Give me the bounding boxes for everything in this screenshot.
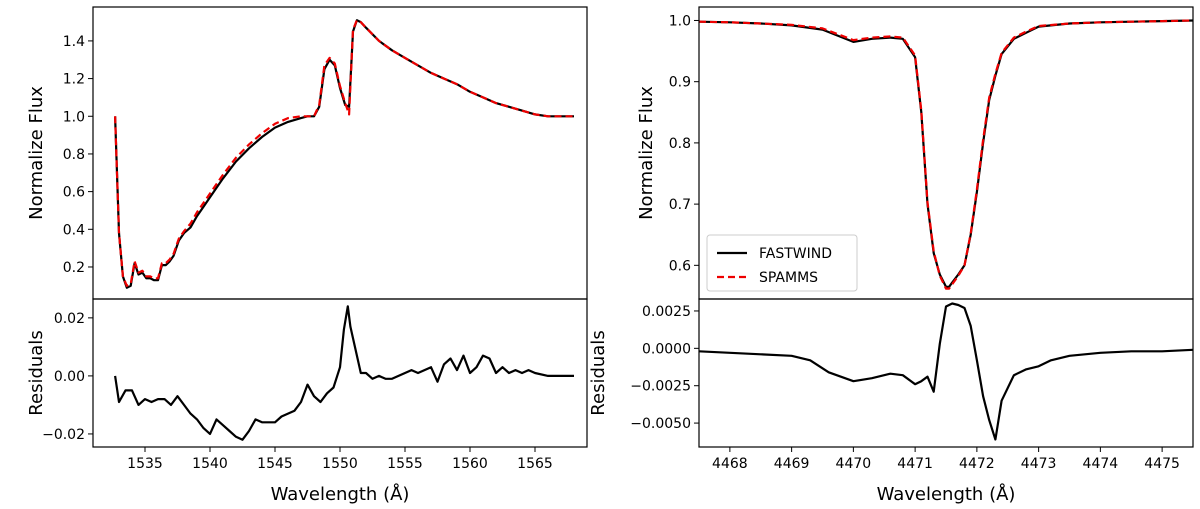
left-main-ytick-label: 0.6 bbox=[63, 185, 85, 201]
right-resid-xtick-label: 4474 bbox=[1083, 456, 1119, 472]
right-resid-xtick-label: 4468 bbox=[712, 456, 748, 472]
right-resid-xtick-label: 4473 bbox=[1021, 456, 1057, 472]
left-resid-xtick-label: 1555 bbox=[387, 456, 423, 472]
right-resid-xtick-label: 4469 bbox=[774, 456, 810, 472]
left-main-ytick-label: 0.8 bbox=[63, 147, 85, 163]
right-main-ytick-label: 0.6 bbox=[669, 258, 691, 274]
right-main-ytick-label: 0.7 bbox=[669, 197, 691, 213]
left-resid-xtick-label: 1550 bbox=[322, 456, 358, 472]
right-resid-panel: −0.0050 −0.0025 0.0000 0.0025 4468 4469 4470 44… bbox=[588, 298, 1194, 505]
left-resid-ytick-label: 0.00 bbox=[54, 369, 85, 385]
right-main-line-spamms bbox=[699, 19, 1193, 290]
left-main-ytick-label: 1.0 bbox=[63, 109, 85, 125]
legend-label-spamms: SPAMMS bbox=[759, 270, 818, 286]
left-main-ytick-label: 1.2 bbox=[63, 72, 85, 88]
left-resid-ylabel: Residuals bbox=[26, 330, 47, 415]
right-main-series-group bbox=[699, 19, 1193, 290]
left-resid-xtick-label: 1545 bbox=[257, 456, 293, 472]
right-main-ytick-label: 0.8 bbox=[669, 136, 691, 152]
left-main-ylabel: Normalize Flux bbox=[26, 86, 47, 220]
left-resid-panel: −0.02 0.00 0.02 1535 1540 1545 1550 1555 1560 156… bbox=[26, 298, 588, 505]
left-main-ytick-label: 0.4 bbox=[63, 222, 85, 238]
left-resid-xtick-label: 1560 bbox=[452, 456, 488, 472]
right-resid-ytick-label: 0.0025 bbox=[642, 304, 691, 320]
left-resid-ytick-label: 0.02 bbox=[54, 311, 85, 327]
right-resid-xtick-label: 4470 bbox=[836, 456, 872, 472]
left-main-series-group bbox=[114, 19, 574, 289]
left-resid-xtick-label: 1565 bbox=[517, 456, 553, 472]
right-main-ylabel: Normalize Flux bbox=[636, 86, 657, 220]
left-main-line-spamms bbox=[114, 19, 574, 287]
left-main-ytick-label: 1.4 bbox=[63, 34, 85, 50]
left-resid-xtick-label: 1535 bbox=[127, 456, 163, 472]
right-resid-xtick-label: 4472 bbox=[959, 456, 995, 472]
right-resid-ytick-label: 0.0000 bbox=[642, 341, 691, 357]
right-resid-xtick-label: 4475 bbox=[1144, 456, 1180, 472]
left-main-panel: 0.2 0.4 0.6 0.8 1.0 1.2 1.4 Normalize Flux bbox=[26, 6, 588, 300]
right-main-panel: 0.6 0.7 0.8 0.9 1.0 Normalize Flux FASTWIND SPA… bbox=[636, 6, 1194, 300]
left-main-ytick-label: 0.2 bbox=[63, 260, 85, 276]
right-resid-xlabel: Wavelength (Å) bbox=[877, 483, 1016, 505]
right-resid-series-group bbox=[699, 302, 1193, 441]
left-resid-line-residual bbox=[114, 305, 574, 441]
left-resid-xtick-label: 1540 bbox=[192, 456, 228, 472]
right-resid-axes-frame bbox=[698, 298, 1194, 448]
legend-label-fastwind: FASTWIND bbox=[759, 246, 832, 262]
right-main-ytick-label: 1.0 bbox=[669, 13, 691, 29]
right-resid-line-residual bbox=[699, 302, 1193, 441]
right-main-ytick-label: 0.9 bbox=[669, 75, 691, 91]
right-resid-ytick-label: −0.0025 bbox=[630, 379, 691, 395]
left-resid-xlabel: Wavelength (Å) bbox=[271, 483, 410, 505]
right-resid-ylabel: Residuals bbox=[588, 330, 609, 415]
left-resid-series-group bbox=[114, 305, 574, 441]
right-resid-ytick-label: −0.0050 bbox=[630, 416, 691, 432]
right-main-legend: FASTWIND SPAMMS bbox=[706, 234, 858, 292]
right-resid-xtick-label: 4471 bbox=[897, 456, 933, 472]
left-resid-ytick-label: −0.02 bbox=[42, 427, 85, 443]
